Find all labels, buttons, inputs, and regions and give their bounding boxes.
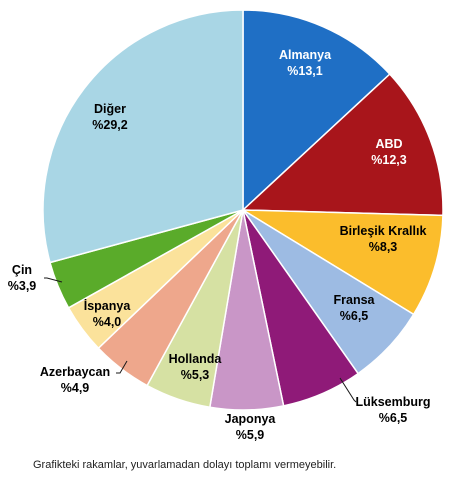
slice-value-diger: %29,2 — [92, 118, 127, 132]
slice-label-cin: Çin — [12, 263, 32, 277]
slice-value-abd: %12,3 — [371, 153, 406, 167]
slice-value-azerbaycan: %4,9 — [61, 381, 90, 395]
slice-label-abd: ABD — [375, 137, 402, 151]
slice-label-fransa: Fransa — [334, 293, 376, 307]
slice-labels: Almanya %13,1 ABD %12,3 Birleşik Krallık %8,3… — [8, 48, 431, 442]
leader-line-cin — [44, 277, 63, 283]
pie-slice-birlesik-krallik — [240, 209, 444, 316]
slice-label-ispanya: İspanya — [84, 298, 132, 313]
slice-value-birlesik-krallik: %8,3 — [369, 240, 398, 254]
slice-label-japonya: Japonya — [225, 412, 277, 426]
slice-label-birlesik-krallik: Birleşik Krallık — [340, 224, 427, 238]
slice-value-hollanda: %5,3 — [181, 368, 210, 382]
pie-slice-almanya — [242, 9, 391, 212]
slice-value-ispanya: %4,0 — [93, 315, 122, 329]
slice-label-hollanda: Hollanda — [169, 352, 223, 366]
leader-line-luksemburg — [339, 377, 357, 403]
footnote: Grafikteki rakamlar, yuvarlamadan dolayı… — [33, 459, 337, 471]
slice-label-azerbaycan: Azerbaycan — [40, 365, 110, 379]
slice-label-diger: Diğer — [94, 102, 126, 116]
pie-chart-svg: Almanya %13,1 ABD %12,3 Birleşik Krallık %8,3… — [8, 9, 444, 442]
slice-value-cin: %3,9 — [8, 279, 37, 293]
slice-value-japonya: %5,9 — [236, 428, 265, 442]
pie-slice-diger — [42, 9, 244, 264]
leader-line-azerbaycan — [116, 360, 128, 374]
slice-label-almanya: Almanya — [279, 48, 332, 62]
slice-value-fransa: %6,5 — [340, 309, 369, 323]
leader-lines — [44, 277, 357, 403]
pie-slices — [42, 9, 444, 411]
slice-label-luksemburg: Lüksemburg — [355, 395, 430, 409]
pie-slice-abd — [241, 73, 444, 217]
slice-value-luksemburg: %6,5 — [379, 411, 408, 425]
slice-value-almanya: %13,1 — [287, 64, 322, 78]
